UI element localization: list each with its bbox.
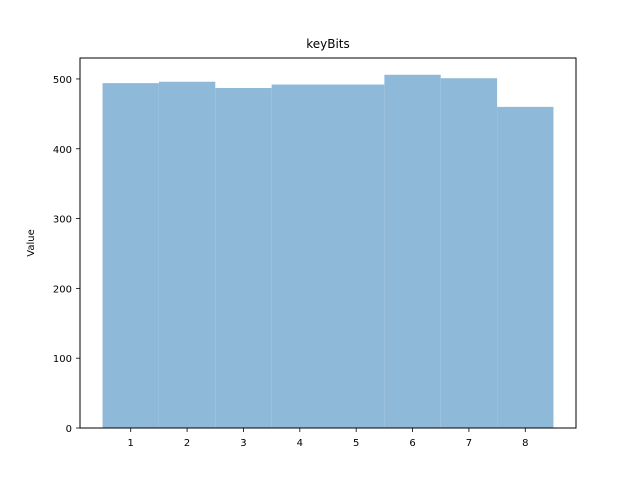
y-tick-label: 300 <box>53 215 72 226</box>
bar-8 <box>497 106 554 429</box>
y-tick-label: 0 <box>66 424 72 435</box>
x-axis: 1 2 3 4 5 6 7 8 <box>128 428 528 449</box>
bar-1 <box>102 83 159 428</box>
x-tick-label: 6 <box>409 438 415 449</box>
x-tick-label: 5 <box>353 438 359 449</box>
bar-3 <box>215 88 272 429</box>
x-tick-label: 7 <box>466 438 472 449</box>
bar-4 <box>271 84 328 428</box>
x-tick-label: 1 <box>128 438 134 449</box>
y-tick-label: 400 <box>53 145 72 156</box>
y-tick-label: 500 <box>53 75 72 86</box>
x-tick-label: 3 <box>240 438 246 449</box>
plot-frame <box>79 57 577 429</box>
y-axis-label: Value <box>26 229 37 256</box>
x-tick-label: 8 <box>522 438 528 449</box>
y-tick-label: 200 <box>53 284 72 295</box>
bar-6 <box>384 74 441 429</box>
y-axis: 0 100 200 300 400 500 <box>53 75 80 435</box>
bar-7 <box>440 78 498 428</box>
chart-title: keyBits <box>306 37 350 51</box>
y-tick-label: 100 <box>53 354 72 365</box>
bar-2 <box>158 81 216 429</box>
bars <box>102 74 554 429</box>
x-tick-label: 2 <box>184 438 190 449</box>
bar-5 <box>328 84 385 428</box>
x-tick-label: 4 <box>297 438 303 449</box>
